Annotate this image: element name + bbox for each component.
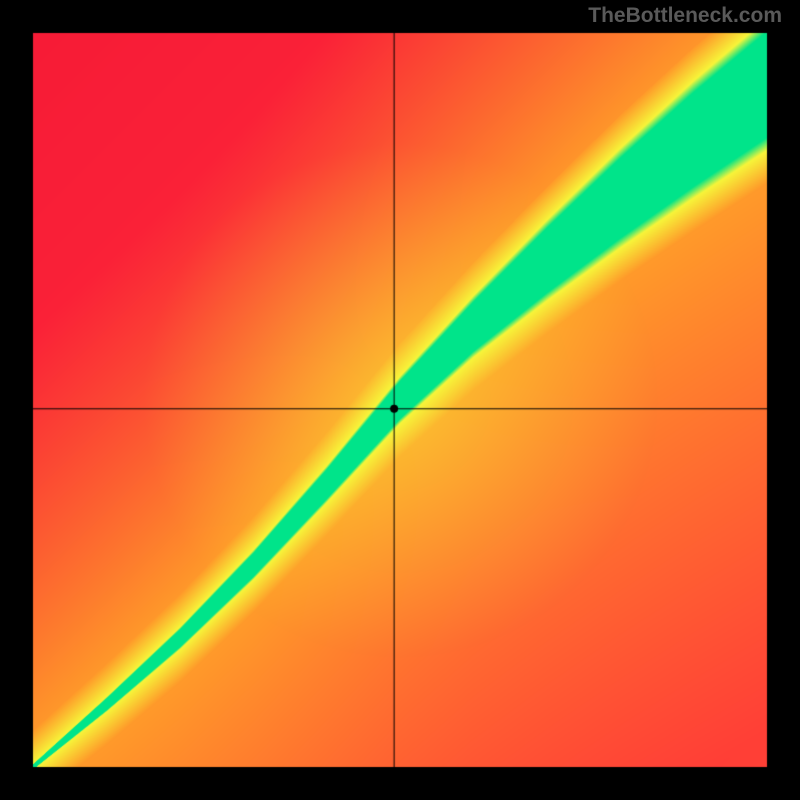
bottleneck-heatmap [0,0,800,800]
watermark-text: TheBottleneck.com [588,4,782,28]
chart-container: TheBottleneck.com [0,0,800,800]
